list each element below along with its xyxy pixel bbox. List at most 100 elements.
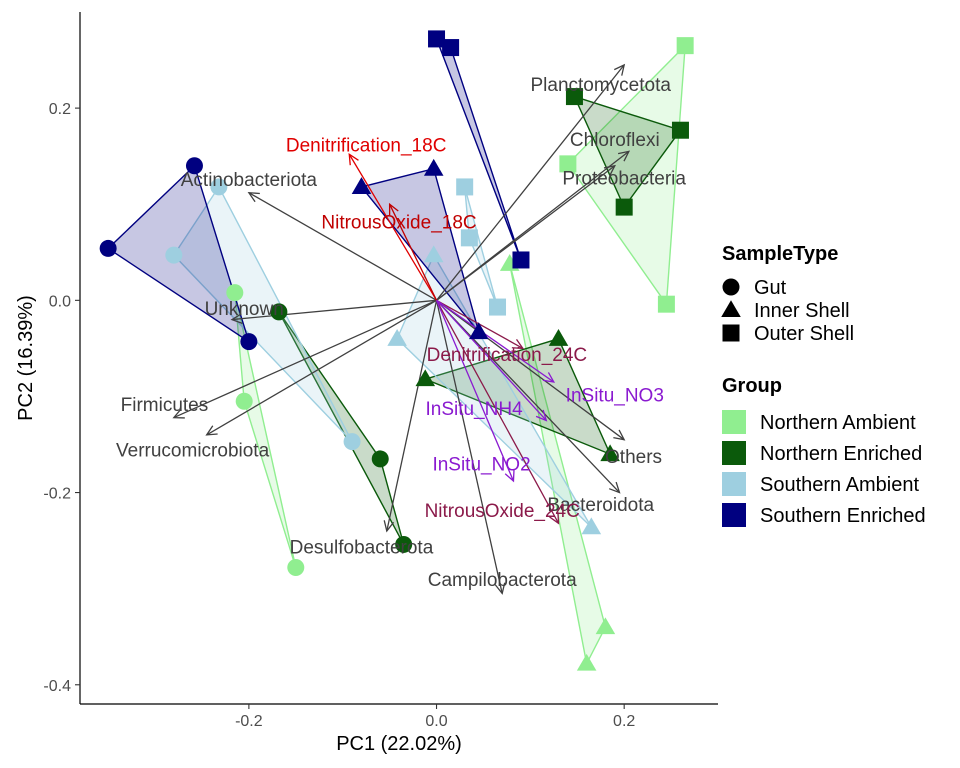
point-southern-ambient-gut — [343, 433, 361, 451]
legend-key-outer-shell — [722, 324, 740, 342]
point-southern-enriched-outer-shell — [428, 30, 446, 48]
point-northern-enriched-gut — [270, 303, 288, 321]
point-southern-enriched-gut — [240, 333, 258, 351]
legend-label-outer-shell: Outer Shell — [754, 323, 854, 345]
legend-key-northern-ambient — [722, 410, 746, 434]
arrow-verrucomicrobiota — [205, 299, 437, 436]
point-southern-enriched-outer-shell — [512, 251, 530, 269]
point-northern-ambient-gut — [226, 284, 244, 302]
hull-northern-ambient-inner-shell — [509, 263, 607, 666]
arrow-proteobacteria — [436, 164, 616, 301]
hull-northern-ambient-gut — [234, 292, 297, 568]
sample-points — [99, 30, 694, 671]
point-northern-ambient-outer-shell — [676, 37, 694, 55]
arrow-others — [436, 299, 626, 441]
point-southern-enriched-inner-shell — [351, 177, 372, 194]
legend-key-southern-enriched — [722, 503, 746, 527]
legend-label-gut: Gut — [754, 277, 787, 299]
arrow-label-proteobacteria: Proteobacteria — [562, 168, 686, 189]
arrow-label-campilobacterota: Campilobacterota — [428, 570, 577, 591]
arrow-label-others: Others — [605, 447, 662, 468]
arrow-bacteroidota — [436, 299, 621, 494]
loading-labels: Planctomycetota Chloroflexi Proteobacteria… — [116, 75, 686, 591]
x-axis-title: PC1 (22.02%) — [336, 733, 462, 755]
point-northern-enriched-outer-shell — [565, 88, 583, 106]
point-southern-enriched-gut — [99, 239, 117, 257]
point-northern-ambient-outer-shell — [559, 155, 577, 173]
arrow-label-verrucomicrobiota: Verrucomicrobiota — [116, 440, 270, 461]
legend-key-southern-ambient — [722, 472, 746, 496]
point-southern-enriched-inner-shell — [468, 322, 489, 340]
legend-label-southern-enriched: Southern Enriched — [760, 505, 926, 527]
arrow-label-chloroflexi: Chloroflexi — [570, 130, 660, 151]
point-northern-ambient-outer-shell — [657, 295, 675, 313]
legend-label-northern-enriched: Northern Enriched — [760, 443, 922, 465]
arrow-label-planctomycetota: Planctomycetota — [530, 75, 671, 96]
point-southern-ambient-outer-shell — [460, 229, 478, 247]
arrow-label-desulfobacterota: Desulfobacterota — [290, 537, 434, 558]
point-northern-ambient-inner-shell — [595, 617, 616, 635]
point-northern-ambient-gut — [287, 559, 305, 577]
legend-key-gut — [722, 278, 740, 296]
legend-key-northern-enriched — [722, 441, 746, 465]
point-northern-ambient-gut — [235, 392, 253, 410]
hull-northern-ambient-outer-shell — [566, 43, 686, 307]
point-southern-ambient-outer-shell — [489, 298, 507, 316]
point-northern-enriched-gut — [371, 450, 389, 468]
point-southern-ambient-inner-shell — [387, 329, 407, 346]
legend-title-sampletype: SampleType — [722, 243, 838, 265]
y-axis-title: PC2 (16.39%) — [15, 295, 37, 421]
y-tick-label: -0.2 — [43, 486, 71, 503]
point-southern-enriched-inner-shell — [423, 158, 444, 176]
arrow-desulfobacterota — [383, 300, 438, 533]
point-southern-enriched-outer-shell — [442, 39, 460, 57]
arrow-insitu-no3 — [436, 299, 556, 383]
point-northern-enriched-gut — [395, 535, 413, 553]
legend-title-group: Group — [722, 375, 782, 397]
legend-label-southern-ambient: Southern Ambient — [760, 474, 919, 496]
arrow-label-denitrification-18c: Denitrification_18C — [286, 136, 447, 157]
x-ticks: -0.2 0.0 0.2 — [235, 704, 635, 730]
point-northern-enriched-inner-shell — [415, 369, 436, 387]
arrow-label-unknown: Unknown — [205, 299, 284, 320]
hull-northern-enriched-gut — [278, 311, 405, 545]
x-tick-label: 0.2 — [613, 713, 635, 730]
arrow-planctomycetota — [436, 63, 626, 301]
point-northern-enriched-inner-shell — [600, 444, 620, 462]
x-tick-label: 0.0 — [425, 713, 447, 730]
arrow-label-insitu-nh4: InSitu_NH4 — [425, 399, 523, 420]
arrow-label-actinobacteriota: Actinobacteriota — [181, 170, 318, 191]
point-northern-ambient-inner-shell — [576, 653, 597, 671]
y-tick-label: -0.4 — [43, 678, 71, 695]
y-tick-label: 0.2 — [49, 101, 71, 118]
point-southern-ambient-inner-shell — [423, 245, 444, 263]
axes — [79, 12, 718, 705]
arrow-nitrousoxide-18c — [388, 202, 438, 301]
point-southern-ambient-gut — [165, 246, 183, 264]
point-southern-ambient-gut — [210, 178, 228, 196]
arrow-campilobacterota — [435, 300, 506, 595]
hull-southern-ambient-outer-shell — [463, 186, 499, 308]
arrow-insitu-nh4 — [436, 299, 548, 422]
point-northern-enriched-outer-shell — [671, 121, 689, 139]
arrow-actinobacteriota — [247, 191, 437, 301]
arrow-label-insitu-no2: InSitu_NO2 — [432, 455, 530, 476]
arrow-firmicutes — [172, 299, 437, 419]
x-tick-label: -0.2 — [235, 713, 263, 730]
loading-arrows — [172, 63, 631, 595]
arrow-label-firmicutes: Firmicutes — [121, 395, 209, 416]
arrow-label-insitu-no3: InSitu_NO3 — [566, 386, 664, 407]
legend-label-northern-ambient: Northern Ambient — [760, 412, 916, 434]
legend-label-inner-shell: Inner Shell — [754, 300, 850, 322]
arrow-unknown — [230, 299, 437, 325]
arrow-nitrousoxide-24c — [435, 300, 560, 525]
arrow-label-bacteroidota: Bacteroidota — [547, 495, 654, 516]
y-tick-label: 0.0 — [49, 293, 71, 310]
point-northern-enriched-inner-shell — [548, 329, 569, 346]
y-ticks: 0.2 0.0 -0.2 -0.4 — [43, 101, 80, 695]
point-southern-ambient-inner-shell — [581, 517, 602, 535]
arrow-denitrification-18c — [348, 152, 438, 301]
arrow-label-denitrification-24c: Denitrification_24C — [427, 345, 588, 366]
